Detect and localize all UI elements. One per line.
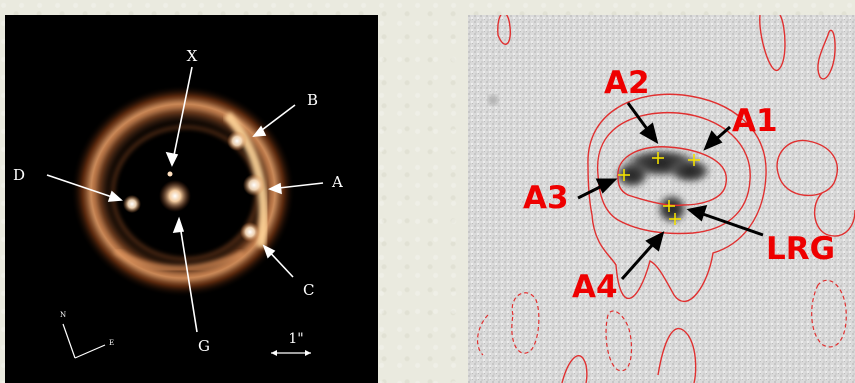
scale-label: 1": [288, 331, 303, 347]
label-x: X: [187, 47, 198, 65]
label-c: C: [303, 281, 314, 299]
source-x: [167, 171, 173, 177]
east-label: E: [109, 339, 114, 347]
label-a1: A1: [732, 103, 778, 139]
position-markers: [618, 152, 700, 225]
north-label: N: [60, 311, 66, 319]
contour-map-image: A2 A1 A3 LRG A4: [468, 15, 855, 383]
label-b: B: [307, 91, 318, 109]
label-a3: A3: [523, 180, 569, 216]
image-a: [243, 174, 265, 196]
label-a: A: [331, 173, 343, 191]
lens-galaxy-g: [159, 180, 191, 212]
label-a4: A4: [572, 269, 618, 305]
pointer-arrows: [577, 102, 764, 280]
dashed-contours: [476, 279, 847, 372]
label-d: D: [13, 166, 25, 184]
compass: N E: [60, 311, 114, 359]
image-c: [240, 222, 260, 242]
einstein-ring-svg: X B A C D G N E 1": [13, 47, 343, 359]
image-b: [227, 131, 247, 151]
einstein-ring-image: X B A C D G N E 1": [5, 15, 378, 383]
contours: [497, 15, 855, 383]
label-g: G: [198, 337, 210, 355]
contour-map-svg: A2 A1 A3 LRG A4: [468, 15, 855, 383]
emission-blob: [614, 148, 712, 225]
label-a2: A2: [604, 65, 650, 101]
scale-bar: 1": [271, 331, 311, 356]
arrows: [46, 66, 324, 333]
label-lrg: LRG: [766, 231, 835, 267]
image-d: [123, 195, 141, 213]
